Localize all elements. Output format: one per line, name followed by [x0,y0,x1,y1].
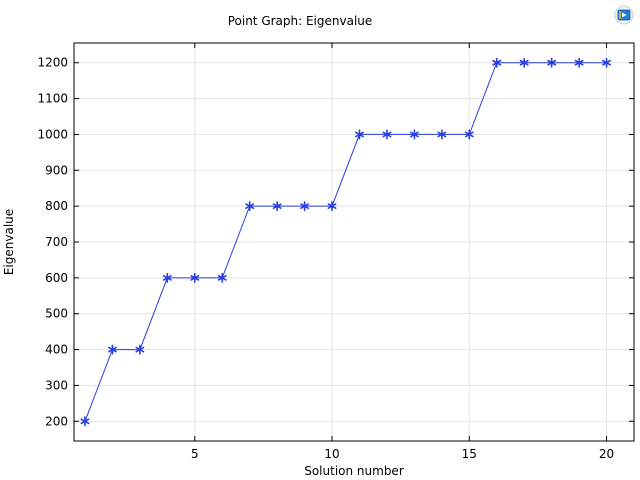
data-point [272,201,282,212]
y-tick-label: 1100 [37,92,68,106]
data-point [300,201,310,212]
data-point [80,416,90,427]
grid-lines [74,43,634,441]
y-tick-label: 1200 [37,56,68,70]
chart-title: Point Graph: Eigenvalue [228,14,373,28]
plot-frame [73,42,635,442]
data-point [135,344,145,355]
tick-labels: 5 10 15 20 200 300 400 500 600 700 800 900 1000 1100 1… [37,56,614,461]
x-tick-label: 5 [191,447,199,461]
x-tick-label: 10 [324,447,339,461]
axis-ticks [74,43,634,441]
data-point [382,129,392,140]
series-line [84,62,607,422]
data-point [519,57,529,68]
y-tick-label: 700 [45,235,68,249]
y-tick-label: 1000 [37,127,68,141]
x-tick-label: 15 [462,447,477,461]
data-point [464,129,474,140]
y-tick-label: 400 [45,343,68,357]
data-point [492,57,502,68]
y-tick-label: 900 [45,163,68,177]
data-point [327,201,337,212]
data-point [574,57,584,68]
data-point [409,129,419,140]
data-point [107,344,117,355]
y-tick-label: 800 [45,199,68,213]
y-tick-label: 300 [45,378,68,392]
data-point [602,57,611,68]
data-point [217,272,227,283]
data-point [547,57,557,68]
export-icon [617,9,631,21]
y-axis-label: Eigenvalue [2,209,16,275]
data-point [437,129,447,140]
x-tick-label: 20 [599,447,614,461]
data-point [162,272,172,283]
data-point [190,272,200,283]
data-point [355,129,364,140]
y-tick-label: 500 [45,307,68,321]
x-axis-label: Solution number [304,464,404,478]
y-tick-label: 200 [45,414,68,428]
export-button[interactable] [614,5,634,25]
data-point [245,201,255,212]
series-eigenvalue [80,57,611,427]
y-tick-label: 600 [45,271,68,285]
